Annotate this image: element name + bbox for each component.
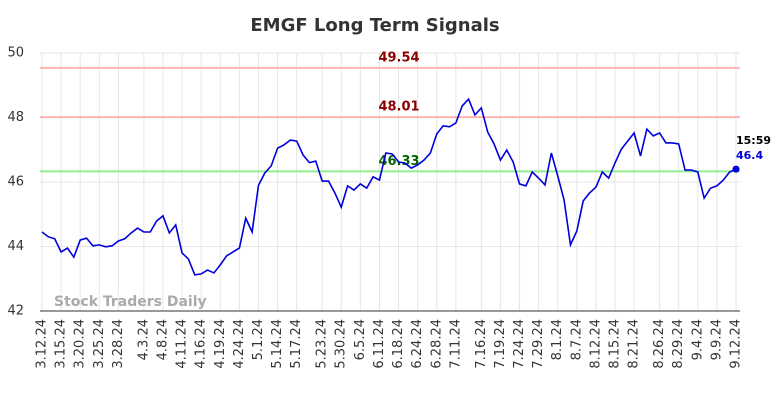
x-tick-label: 8.15.24 [608,319,623,369]
x-tick-label: 7.19.24 [493,319,508,369]
x-tick-label: 8.26.24 [652,319,667,369]
x-tick-label: 8.21.24 [627,319,642,369]
x-tick-label: 8.12.24 [588,319,603,369]
x-tick-label: 6.5.24 [353,319,368,360]
last-time-label: 15:59 [736,134,771,147]
x-tick-label: 7.24.24 [512,319,527,369]
x-tick-label: 5.23.24 [315,319,330,369]
x-tick-label: 3.20.24 [73,319,88,369]
x-tick-label: 7.11.24 [448,319,463,369]
x-tick-label: 5.17.24 [289,319,304,369]
x-tick-label: 4.19.24 [213,319,228,369]
x-tick-label: 3.28.24 [111,319,126,369]
x-tick-label: 5.1.24 [251,319,266,360]
reference-label: 49.54 [378,50,419,65]
x-tick-label: 4.8.24 [155,319,170,360]
x-tick-label: 8.7.24 [569,319,584,360]
x-tick-label: 8.1.24 [550,319,565,360]
chart-title: EMGF Long Term Signals [250,15,499,36]
x-tick-label: 9.4.24 [690,319,705,360]
reference-label: 48.01 [378,100,419,115]
x-tick-label: 6.28.24 [429,319,444,369]
x-tick-label: 4.16.24 [194,319,209,369]
x-tick-label: 5.30.24 [334,319,349,369]
x-tick-label: 6.24.24 [410,319,425,369]
x-tick-label: 6.11.24 [372,319,387,369]
y-tick-label: 48 [7,110,24,125]
y-tick-label: 50 [7,46,24,61]
y-tick-label: 42 [7,304,24,319]
x-tick-label: 4.3.24 [136,319,151,360]
x-tick-label: 3.25.24 [92,319,107,369]
last-point [732,165,740,173]
x-tick-label: 4.11.24 [175,319,190,369]
x-tick-label: 9.9.24 [709,319,724,360]
price-line [41,97,737,276]
y-tick-label: 44 [7,239,24,254]
x-tick-label: 7.29.24 [531,319,546,369]
last-value-label: 46.4 [736,149,763,162]
watermark: Stock Traders Daily [54,294,207,310]
x-tick-label: 3.15.24 [54,319,69,369]
x-tick-label: 8.29.24 [671,319,686,369]
x-tick-label: 3.12.24 [35,319,50,369]
x-tick-label: 5.14.24 [270,319,285,369]
x-tick-label: 7.16.24 [474,319,489,369]
x-tick-label: 4.24.24 [232,319,247,369]
y-tick-label: 46 [7,175,24,190]
x-tick-label: 6.18.24 [391,319,406,369]
x-tick-label: 9.12.24 [729,319,744,369]
